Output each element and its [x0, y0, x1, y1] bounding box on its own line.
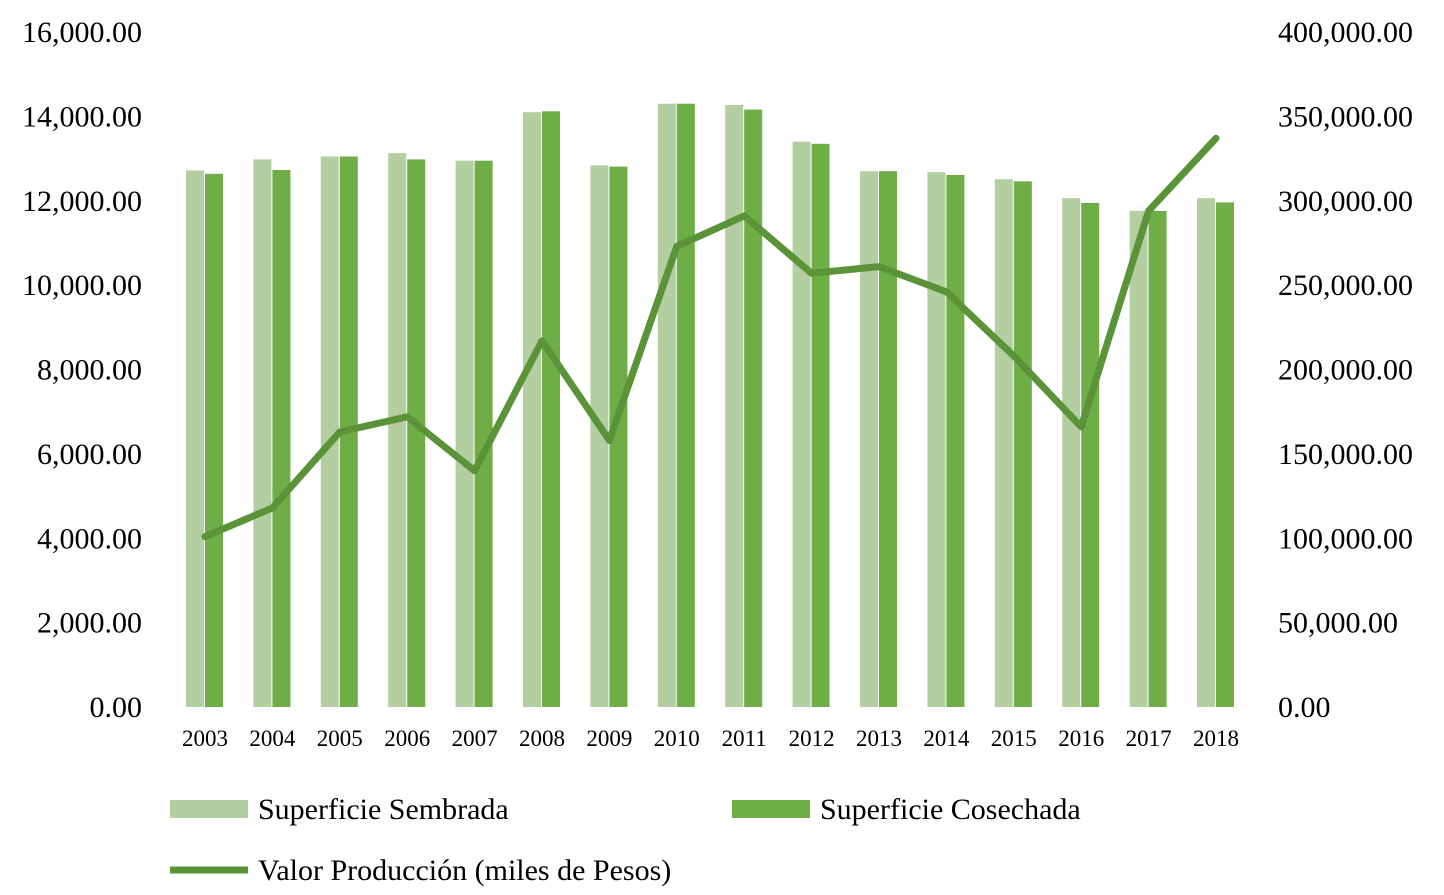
left-tick-label: 4,000.00 — [37, 522, 142, 555]
right-tick-label: 100,000.00 — [1278, 522, 1413, 555]
bar-cosechada-2007 — [474, 160, 493, 707]
left-tick-label: 6,000.00 — [37, 438, 142, 471]
x-tick-label-2009: 2009 — [586, 726, 632, 751]
right-tick-label: 300,000.00 — [1278, 185, 1413, 218]
right-tick-label: 150,000.00 — [1278, 438, 1413, 471]
bar-sembrada-2006 — [388, 153, 407, 708]
left-tick-label: 2,000.00 — [37, 607, 142, 640]
x-tick-label-2005: 2005 — [317, 726, 363, 751]
x-tick-label-2017: 2017 — [1126, 726, 1172, 751]
legend-label-cosechada: Superficie Cosechada — [820, 793, 1081, 826]
bar-sembrada-2005 — [320, 156, 339, 707]
bar-sembrada-2007 — [455, 160, 474, 707]
bar-cosechada-2017 — [1148, 210, 1167, 707]
bar-cosechada-2014 — [946, 175, 965, 707]
left-tick-label: 16,000.00 — [22, 16, 142, 49]
bar-sembrada-2014 — [927, 172, 946, 708]
bar-cosechada-2011 — [744, 109, 763, 708]
right-tick-label: 400,000.00 — [1278, 16, 1413, 49]
x-axis: 2003 2004 2005 2006 2007 2008 2009 2010 2011 2012… — [182, 726, 1239, 751]
line-valor-produccion — [201, 134, 1220, 541]
legend: Superficie Sembrada Superficie Cosechada… — [170, 793, 1081, 887]
right-tick-label: 200,000.00 — [1278, 354, 1413, 387]
left-tick-label: 8,000.00 — [37, 354, 142, 387]
x-tick-label-2012: 2012 — [789, 726, 835, 751]
right-tick-label: 50,000.00 — [1278, 607, 1398, 640]
bar-cosechada-2015 — [1013, 181, 1032, 708]
legend-label-valor: Valor Producción (miles de Pesos) — [258, 854, 671, 887]
x-tick-label-2007: 2007 — [452, 726, 498, 751]
bar-sembrada-2017 — [1129, 210, 1148, 707]
bar-cosechada-2010 — [676, 103, 695, 707]
bar-cosechada-2009 — [609, 166, 628, 708]
bar-cosechada-2013 — [879, 171, 897, 707]
x-tick-label-2018: 2018 — [1193, 726, 1239, 751]
x-tick-label-2010: 2010 — [654, 726, 700, 751]
left-tick-label: 12,000.00 — [22, 185, 142, 218]
right-axis: 0.00 50,000.00 100,000.00 150,000.00 200,000… — [1278, 16, 1413, 724]
bar-sembrada-2004 — [253, 159, 272, 707]
bar-sembrada-2008 — [523, 112, 541, 707]
x-tick-label-2013: 2013 — [856, 726, 902, 751]
bar-series-group — [186, 103, 1234, 708]
bar-sembrada-2012 — [792, 141, 811, 707]
x-tick-label-2006: 2006 — [384, 726, 430, 751]
bar-sembrada-2018 — [1197, 198, 1215, 707]
bar-cosechada-2004 — [272, 170, 291, 707]
legend-swatch-sembrada — [170, 800, 248, 818]
x-tick-label-2004: 2004 — [249, 726, 296, 751]
legend-swatch-cosechada — [732, 800, 810, 818]
bar-cosechada-2006 — [407, 159, 426, 707]
left-tick-label: 0.00 — [90, 691, 143, 724]
x-tick-label-2014: 2014 — [923, 726, 970, 751]
x-tick-label-2008: 2008 — [519, 726, 565, 751]
x-tick-label-2015: 2015 — [991, 726, 1037, 751]
bar-sembrada-2013 — [860, 171, 878, 707]
bar-cosechada-2003 — [205, 173, 223, 708]
x-tick-label-2003: 2003 — [182, 726, 228, 751]
line-series-group — [201, 134, 1220, 541]
bar-sembrada-2003 — [186, 170, 204, 707]
bar-cosechada-2016 — [1081, 202, 1100, 707]
bar-sembrada-2010 — [657, 103, 676, 707]
left-tick-label: 10,000.00 — [22, 269, 142, 302]
x-tick-label-2011: 2011 — [722, 726, 767, 751]
left-tick-label: 14,000.00 — [22, 100, 142, 133]
bar-cosechada-2008 — [542, 111, 560, 708]
bar-cosechada-2018 — [1216, 202, 1234, 707]
right-tick-label: 250,000.00 — [1278, 269, 1413, 302]
right-tick-label: 0.00 — [1278, 691, 1331, 724]
x-tick-label-2016: 2016 — [1058, 726, 1104, 751]
bar-sembrada-2016 — [1062, 198, 1081, 707]
legend-label-sembrada: Superficie Sembrada — [258, 793, 509, 826]
bar-sembrada-2015 — [994, 179, 1013, 707]
left-axis: 0.00 2,000.00 4,000.00 6,000.00 8,000.00 10,0… — [22, 16, 142, 724]
bar-cosechada-2012 — [811, 143, 830, 708]
bar-sembrada-2011 — [725, 105, 744, 707]
bar-sembrada-2009 — [590, 165, 609, 708]
right-tick-label: 350,000.00 — [1278, 100, 1413, 133]
